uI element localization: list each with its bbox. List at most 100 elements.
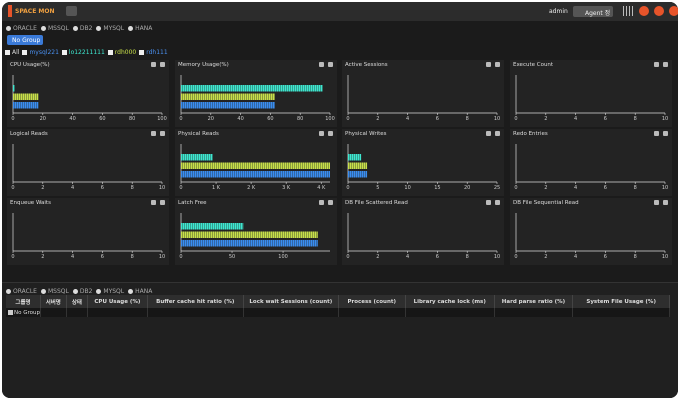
x-tick-label: 4 <box>574 185 577 191</box>
group-button[interactable]: No Group <box>7 35 43 45</box>
x-tick-label: 4 <box>406 116 409 122</box>
x-tick-label: 4 <box>71 254 74 260</box>
chart-title: Logical Reads <box>10 131 48 137</box>
panel-icon[interactable] <box>663 200 668 205</box>
x-tick-label: 100 <box>278 254 288 260</box>
chart-panel: Logical Reads 0 2 4 6 8 10 <box>7 129 169 196</box>
radio[interactable] <box>6 289 11 294</box>
checkbox[interactable] <box>139 50 145 55</box>
panel-icon[interactable] <box>328 62 333 67</box>
table: 그룹명 서버명 상태 CPU Usage (%) Buffer cache hit ra… <box>6 295 670 317</box>
checkbox[interactable] <box>22 50 28 55</box>
chart-title: Physical Reads <box>178 131 219 137</box>
panel-icon[interactable] <box>495 62 500 67</box>
bar <box>181 231 318 238</box>
x-tick-label: 8 <box>131 254 134 260</box>
cell <box>243 308 339 317</box>
panel-icon[interactable] <box>486 131 491 136</box>
bar <box>181 171 330 178</box>
radio[interactable] <box>96 289 102 294</box>
panel-icon[interactable] <box>151 200 156 205</box>
radio-label: DB2 <box>79 25 93 32</box>
panel-icon[interactable] <box>160 62 165 67</box>
radio[interactable] <box>72 26 78 31</box>
server-label: All <box>12 49 20 56</box>
radio-label: MYSQL <box>103 25 125 32</box>
panel-icon[interactable] <box>654 200 659 205</box>
cell-text: No Group <box>14 309 40 316</box>
menu-button[interactable] <box>66 6 77 16</box>
x-tick-label: 40 <box>237 116 243 122</box>
x-tick-label: 8 <box>466 254 469 260</box>
bar <box>13 102 39 109</box>
checkbox[interactable] <box>5 50 10 55</box>
x-tick-label: 100 <box>325 116 335 122</box>
radio[interactable] <box>128 289 134 294</box>
server-label: mysql221 <box>29 49 59 56</box>
x-tick-label: 15 <box>434 185 440 191</box>
panel-icon[interactable] <box>654 62 659 67</box>
panel-icon[interactable] <box>486 200 491 205</box>
panel-icon[interactable] <box>160 200 165 205</box>
x-tick-label: 2 <box>41 185 44 191</box>
x-tick-label: 0 <box>179 254 182 260</box>
bar <box>348 171 368 178</box>
column-header: Buffer cache hit ratio (%) <box>147 295 244 308</box>
radio[interactable] <box>96 26 102 31</box>
panel-icon[interactable] <box>160 131 165 136</box>
panel-icon[interactable] <box>151 62 156 67</box>
chart: 0 2 4 6 8 10 <box>11 213 165 260</box>
panel-icon[interactable] <box>319 200 324 205</box>
panel-icon[interactable] <box>151 131 156 136</box>
x-tick-label: 4 <box>574 116 577 122</box>
chart-panel: CPU Usage(%) 0 20 40 60 80 100 <box>7 60 169 127</box>
chart: 0 2 4 6 8 10 <box>11 144 165 191</box>
column-header: System File Usage (%) <box>572 295 670 308</box>
x-tick-label: 0 <box>346 254 349 260</box>
chart-title: DB File Scattered Read <box>345 200 408 206</box>
x-tick-label: 6 <box>101 185 104 191</box>
panel-icon[interactable] <box>663 131 668 136</box>
panel-icon[interactable] <box>328 131 333 136</box>
bar <box>13 93 39 100</box>
chart: 0 1 K 2 K 3 K 4 K <box>179 144 330 191</box>
checkbox[interactable] <box>107 50 113 55</box>
user-icon[interactable] <box>654 6 664 16</box>
x-tick-label: 0 <box>11 116 14 122</box>
radio-label: MYSQL <box>103 288 125 295</box>
radio[interactable] <box>6 26 11 31</box>
checkbox[interactable] <box>61 50 67 55</box>
agent-button[interactable]: Agent 정 <box>573 6 613 17</box>
radio[interactable] <box>128 26 134 31</box>
panel-icon[interactable] <box>495 131 500 136</box>
cell: No Group <box>6 308 41 317</box>
x-tick-label: 0 <box>346 116 349 122</box>
panel-icon[interactable] <box>663 62 668 67</box>
x-tick-label: 60 <box>267 116 273 122</box>
radio[interactable] <box>72 289 78 294</box>
x-tick-label: 80 <box>297 116 303 122</box>
panel-icon[interactable] <box>654 131 659 136</box>
alert-icon[interactable] <box>639 6 649 16</box>
x-tick-label: 10 <box>662 254 668 260</box>
panel-icon[interactable] <box>319 131 324 136</box>
x-tick-label: 6 <box>436 254 439 260</box>
expand-icon[interactable] <box>8 309 13 315</box>
radio[interactable] <box>40 26 46 31</box>
radio-label: HANA <box>135 288 153 295</box>
grid-icon[interactable] <box>623 6 633 16</box>
chart-panel: Latch Free 0 50 100 <box>175 198 337 265</box>
server-label: lo12211111 <box>68 49 105 56</box>
panel-icon[interactable] <box>328 200 333 205</box>
x-tick-label: 2 K <box>247 185 256 191</box>
panel-icon[interactable] <box>319 62 324 67</box>
panel-icon[interactable] <box>486 62 491 67</box>
chart-panel: Memory Usage(%) 0 20 40 60 80 100 <box>175 60 337 127</box>
chart-title: CPU Usage(%) <box>10 62 50 68</box>
radio[interactable] <box>40 289 46 294</box>
settings-icon[interactable] <box>669 6 678 16</box>
logo-mark <box>8 5 12 17</box>
panel-icon[interactable] <box>495 200 500 205</box>
chart-panel: Active Sessions 0 2 4 6 8 10 <box>342 60 504 127</box>
x-tick-label: 0 <box>179 185 182 191</box>
